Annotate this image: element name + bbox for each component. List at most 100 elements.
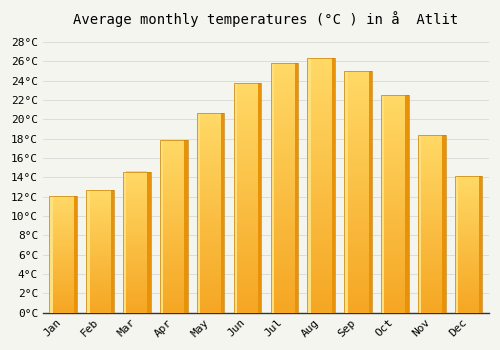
Bar bbox=[52, 255, 74, 257]
Bar bbox=[90, 213, 110, 215]
Bar bbox=[90, 261, 110, 262]
Bar bbox=[384, 184, 406, 187]
Bar bbox=[74, 196, 77, 313]
Bar bbox=[90, 295, 110, 297]
Bar bbox=[90, 211, 110, 212]
Bar bbox=[126, 228, 148, 229]
Bar bbox=[384, 119, 406, 121]
Bar bbox=[422, 245, 442, 247]
Bar bbox=[200, 150, 221, 153]
Bar bbox=[348, 168, 368, 170]
Bar bbox=[422, 238, 442, 240]
Bar bbox=[126, 221, 148, 222]
Bar bbox=[164, 186, 184, 188]
Bar bbox=[200, 248, 221, 251]
Bar bbox=[200, 282, 221, 285]
Bar bbox=[310, 310, 332, 313]
Bar bbox=[458, 208, 479, 209]
Bar bbox=[164, 212, 184, 214]
Bar bbox=[90, 203, 110, 205]
Bar bbox=[274, 128, 295, 131]
Bar bbox=[310, 76, 332, 79]
Bar bbox=[458, 288, 479, 289]
Bar bbox=[164, 197, 184, 198]
Bar bbox=[52, 295, 74, 296]
Bar bbox=[384, 250, 406, 252]
Bar bbox=[422, 213, 442, 215]
Bar bbox=[274, 213, 295, 215]
Bar bbox=[274, 66, 295, 68]
Bar bbox=[126, 231, 148, 232]
Bar bbox=[348, 286, 368, 288]
Bar bbox=[458, 277, 479, 279]
Bar bbox=[237, 200, 258, 202]
Bar bbox=[90, 293, 110, 294]
Bar bbox=[274, 263, 295, 265]
Bar bbox=[237, 184, 258, 186]
Bar bbox=[237, 103, 258, 106]
Bar bbox=[348, 257, 368, 259]
Bar bbox=[90, 251, 110, 252]
Bar bbox=[200, 240, 221, 243]
Bar bbox=[52, 199, 74, 201]
Bar bbox=[422, 252, 442, 254]
Bar bbox=[310, 208, 332, 211]
Bar bbox=[90, 278, 110, 280]
Bar bbox=[200, 182, 221, 184]
Bar bbox=[52, 281, 74, 282]
Bar bbox=[90, 244, 110, 245]
Bar bbox=[384, 149, 406, 152]
Bar bbox=[422, 275, 442, 277]
Bar bbox=[52, 288, 74, 289]
Bar bbox=[348, 288, 368, 291]
Bar bbox=[52, 204, 74, 205]
Bar bbox=[422, 307, 442, 309]
Bar bbox=[90, 229, 110, 230]
Bar bbox=[458, 254, 479, 256]
Bar bbox=[458, 299, 479, 300]
Bar bbox=[274, 96, 295, 98]
Bar bbox=[90, 298, 110, 299]
Bar bbox=[274, 86, 295, 88]
Bar bbox=[348, 112, 368, 114]
Bar bbox=[274, 203, 295, 205]
Bar bbox=[164, 292, 184, 294]
Bar bbox=[90, 217, 110, 218]
Bar bbox=[90, 192, 110, 194]
Bar bbox=[422, 199, 442, 201]
Bar bbox=[310, 201, 332, 203]
Bar bbox=[384, 195, 406, 197]
Bar bbox=[384, 271, 406, 273]
Bar bbox=[310, 94, 332, 97]
Bar bbox=[90, 255, 110, 256]
Bar bbox=[237, 283, 258, 285]
Bar bbox=[274, 63, 295, 66]
Bar bbox=[52, 250, 74, 251]
Bar bbox=[126, 187, 148, 189]
Bar bbox=[348, 267, 368, 269]
Bar bbox=[422, 240, 442, 242]
Bar bbox=[384, 139, 406, 141]
Bar bbox=[348, 247, 368, 250]
Bar bbox=[126, 229, 148, 231]
Bar bbox=[52, 307, 74, 308]
Bar bbox=[458, 255, 479, 257]
Bar bbox=[52, 274, 74, 275]
Bar bbox=[164, 300, 184, 302]
Bar bbox=[274, 91, 295, 93]
Bar bbox=[164, 150, 184, 152]
Bar bbox=[123, 172, 151, 313]
Bar bbox=[310, 135, 332, 137]
Bar bbox=[164, 307, 184, 309]
Bar bbox=[237, 285, 258, 287]
Bar bbox=[422, 209, 442, 211]
Bar bbox=[274, 183, 295, 186]
Bar bbox=[458, 293, 479, 295]
Bar bbox=[237, 140, 258, 142]
Bar bbox=[237, 246, 258, 248]
Bar bbox=[348, 240, 368, 243]
Bar bbox=[422, 149, 442, 151]
Bar bbox=[384, 171, 406, 174]
Bar bbox=[310, 262, 332, 264]
Bar bbox=[237, 301, 258, 303]
